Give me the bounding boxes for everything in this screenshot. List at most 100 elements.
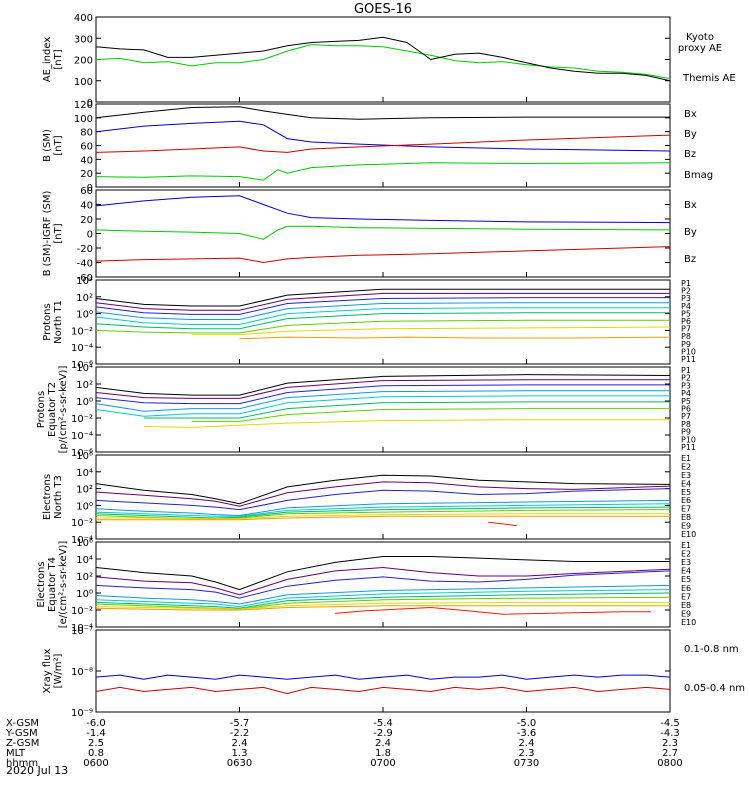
legend-p10: P10 xyxy=(681,347,696,356)
series-by xyxy=(95,225,671,240)
legend-bz: Bz xyxy=(684,254,696,265)
series-e3 xyxy=(95,570,671,599)
y-axis-label: Equator T2 xyxy=(47,382,58,437)
y-tick-label: 10² xyxy=(76,380,93,391)
ephem-value: -2.9 xyxy=(373,728,393,739)
series-e5 xyxy=(95,589,671,608)
legend-e6: E6 xyxy=(681,496,691,505)
y-tick-label: 80 xyxy=(80,128,93,139)
legend-p8: P8 xyxy=(681,420,691,429)
y-axis-label: [W/m²] xyxy=(53,653,64,688)
ephem-label: hhmm xyxy=(6,758,38,769)
panel-bigrf: -60 -40 -20 0 20 40 60 B (SM)-IGRF (SM) [nT] Bx By… xyxy=(42,186,697,284)
ephem-value: -6.0 xyxy=(86,718,106,729)
ephem-label: Y-GSM xyxy=(5,728,38,739)
y-axis-label: Electrons xyxy=(36,561,47,607)
y-tick-label: -20 xyxy=(77,244,93,255)
y-tick-label: 10⁰ xyxy=(76,589,93,600)
ephem-value: 2.3 xyxy=(662,738,678,749)
y-tick-label: 10⁻⁷ xyxy=(71,626,93,637)
series-kyoto-proxy-ae xyxy=(95,44,671,80)
panel-frame xyxy=(95,279,671,365)
legend-p7: P7 xyxy=(681,325,691,334)
y-tick-label: 60 xyxy=(80,186,93,197)
y-tick-label: 10⁻⁹ xyxy=(71,708,93,719)
legend-p1: P1 xyxy=(681,279,691,288)
plot-title: GOES-16 xyxy=(354,2,412,17)
y-tick-label: 10⁻⁴ xyxy=(71,623,93,634)
legend-p9: P9 xyxy=(681,428,691,437)
panel-ee: 10⁻⁴ 10⁻² 10⁰ 10² 10⁴ 10⁶ Electrons Equator T4[… xyxy=(36,538,696,634)
ephem-value: 0800 xyxy=(657,758,682,769)
y-tick-label: 10⁻⁴ xyxy=(71,343,93,354)
series-p6 xyxy=(95,312,670,330)
series-p5 xyxy=(95,307,670,325)
y-axis-label: [e/(cm²-s-sr-keV)] xyxy=(58,541,69,629)
ephem-value: -3.6 xyxy=(517,728,537,739)
panel-frame xyxy=(95,454,671,540)
legend-xray-short: 0.05-0.4 nm xyxy=(684,683,745,694)
y-tick-label: 100 xyxy=(74,114,93,125)
series-e3 xyxy=(95,488,671,511)
y-tick-label: 10⁻⁴ xyxy=(71,535,93,546)
series-p4 xyxy=(95,390,670,412)
legend-p11: P11 xyxy=(681,443,696,452)
legend-e3: E3 xyxy=(681,558,691,567)
series-e4 xyxy=(95,584,671,605)
y-axis-label: Xray flux xyxy=(42,649,53,694)
ephem-value: 1.3 xyxy=(232,748,248,759)
legend-e5: E5 xyxy=(681,488,691,497)
y-tick-label: 10⁴ xyxy=(76,468,93,479)
series-e8 xyxy=(95,601,670,610)
y-tick-label: 10⁻² xyxy=(71,518,93,529)
y-tick-label: 60 xyxy=(80,142,93,153)
y-tick-label: 10² xyxy=(76,485,93,496)
y-tick-label: 10⁻⁴ xyxy=(71,431,93,442)
series-e4 xyxy=(95,499,671,517)
ephem-value: 2.4 xyxy=(519,738,535,749)
series-bz xyxy=(95,134,671,153)
legend-e2: E2 xyxy=(681,550,691,559)
legend-p3: P3 xyxy=(681,294,691,303)
legend-p6: P6 xyxy=(681,405,691,414)
legend-p2: P2 xyxy=(681,287,691,296)
legend-p5: P5 xyxy=(681,397,691,406)
y-tick-label: 10⁰ xyxy=(76,501,93,512)
y-tick-label: 10⁻² xyxy=(71,414,93,425)
panel-pn: 10⁻⁶ 10⁻⁴ 10⁻² 10⁰ 10² 10⁴ Protons North T1 P1P2… xyxy=(42,276,696,371)
ephem-value: 0730 xyxy=(514,758,539,769)
series-p2 xyxy=(95,379,670,399)
legend-p10: P10 xyxy=(681,435,696,444)
series-p3 xyxy=(95,297,670,315)
y-tick-label: 0 xyxy=(87,183,93,194)
series-e1 xyxy=(95,556,670,591)
series-p8 xyxy=(143,419,670,428)
y-axis-label: Protons xyxy=(42,303,53,340)
y-tick-label: 10⁻⁸ xyxy=(71,667,93,678)
y-axis-label: North T1 xyxy=(53,300,64,344)
legend-p4: P4 xyxy=(681,302,691,311)
series-e2 xyxy=(95,481,671,507)
legend-p7: P7 xyxy=(681,412,691,421)
ephemeris-footer: 2020 Jul 13 X-GSM -6.0 -5.7 -5.4 -5.0 -4.5 Y-G… xyxy=(5,718,683,777)
y-tick-label: 40 xyxy=(80,155,93,166)
y-tick-label: 20 xyxy=(80,215,93,226)
ephem-value: -4.5 xyxy=(660,718,680,729)
y-tick-label: 10⁻² xyxy=(71,326,93,337)
y-axis-label: Protons xyxy=(36,391,47,428)
legend-p3: P3 xyxy=(681,381,691,390)
legend-e10: E10 xyxy=(681,530,696,539)
y-tick-label: -40 xyxy=(77,259,93,270)
legend-e5: E5 xyxy=(681,575,691,584)
y-tick-label: 40 xyxy=(80,201,93,212)
y-axis-label: [nT] xyxy=(53,223,64,243)
y-tick-label: -60 xyxy=(77,273,93,284)
ephem-value: 2.5 xyxy=(88,738,104,749)
legend-e2: E2 xyxy=(681,462,691,471)
legend-e6: E6 xyxy=(681,584,691,593)
legend-e7: E7 xyxy=(681,505,691,514)
series-e1 xyxy=(95,474,671,505)
